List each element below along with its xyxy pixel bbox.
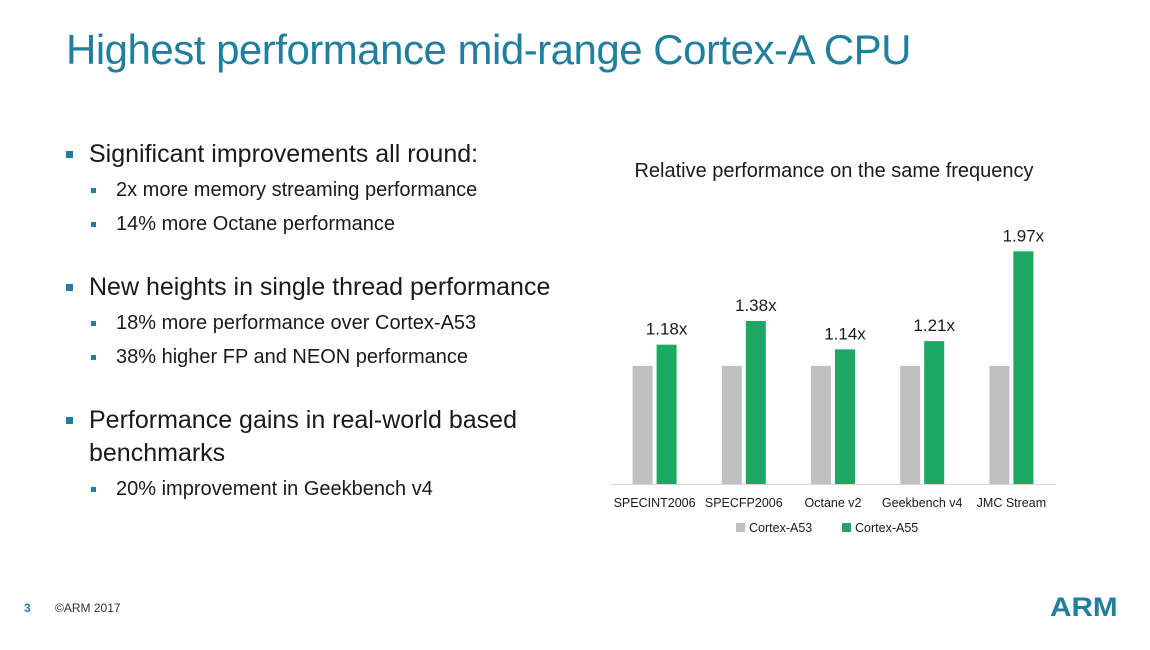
page-number: 3 xyxy=(24,601,31,615)
x-tick-label: Geekbench v4 xyxy=(882,496,963,510)
bar-chart: 1.18x SPECINT2006 1.38x SPECFP2006 1.14x Octa… xyxy=(610,226,1056,535)
data-label: 1.14x xyxy=(824,324,866,343)
bullet-text: Performance gains in real-world based be… xyxy=(89,406,517,467)
square-bullet-icon xyxy=(91,321,96,326)
sub-bullet-list: 2x more memory streaming performance 14%… xyxy=(89,173,604,241)
bar-cortex-a53-1 xyxy=(632,365,653,484)
chart-title: Relative performance on the same frequen… xyxy=(634,160,1034,182)
bullet-list: Significant improvements all round: 2x m… xyxy=(64,138,604,506)
copyright-text: ©ARM 2017 xyxy=(55,601,121,615)
sub-bullet-text: 38% higher FP and NEON performance xyxy=(116,346,469,368)
bar-cortex-a55-5 xyxy=(1013,251,1034,484)
bullet-real-world: Performance gains in real-world based be… xyxy=(64,404,604,506)
bar-cortex-a53-4 xyxy=(900,365,921,484)
legend-swatch xyxy=(736,523,745,532)
bar-cortex-a55-2 xyxy=(745,321,766,484)
bar-cortex-a55-3 xyxy=(835,349,855,484)
bar-cortex-a55-1 xyxy=(656,344,677,484)
bullet-text: New heights in single thread performance xyxy=(89,273,551,301)
square-bullet-icon xyxy=(91,222,96,227)
sub-bullet: 18% more performance over Cortex-A53 xyxy=(89,306,604,340)
sub-bullet-list: 18% more performance over Cortex-A53 38%… xyxy=(89,306,604,374)
square-bullet-icon xyxy=(91,188,96,193)
x-tick-label: SPECINT2006 xyxy=(614,496,696,510)
data-label: 1.18x xyxy=(646,320,688,339)
sub-bullet: 38% higher FP and NEON performance xyxy=(89,340,604,374)
data-label: 1.97x xyxy=(1003,226,1045,245)
sub-bullet-text: 20% improvement in Geekbench v4 xyxy=(116,478,433,500)
square-bullet-icon xyxy=(91,355,96,360)
bullet-single-thread: New heights in single thread performance… xyxy=(64,271,604,374)
bar-cortex-a53-5 xyxy=(989,365,1010,484)
sub-bullet-text: 2x more memory streaming performance xyxy=(116,179,478,201)
arm-logo: ARM xyxy=(1050,592,1118,622)
data-label: 1.38x xyxy=(735,296,777,315)
x-tick-label: SPECFP2006 xyxy=(705,496,783,510)
sub-bullet-text: 14% more Octane performance xyxy=(116,213,396,235)
square-bullet-icon xyxy=(66,151,73,158)
sub-bullet: 2x more memory streaming performance xyxy=(89,173,604,207)
square-bullet-icon xyxy=(66,284,73,291)
sub-bullet-list: 20% improvement in Geekbench v4 xyxy=(89,472,604,506)
sub-bullet-text: 18% more performance over Cortex-A53 xyxy=(116,312,477,334)
sub-bullet: 20% improvement in Geekbench v4 xyxy=(89,472,604,506)
legend-label: Cortex-A53 xyxy=(749,521,812,535)
bar-cortex-a53-3 xyxy=(811,365,831,484)
bar-cortex-a55-4 xyxy=(924,341,945,484)
square-bullet-icon xyxy=(66,417,73,424)
data-label: 1.21x xyxy=(913,316,955,335)
bar-cortex-a53-2 xyxy=(721,365,742,484)
square-bullet-icon xyxy=(91,487,96,492)
legend-swatch xyxy=(842,523,851,532)
bullet-improvements: Significant improvements all round: 2x m… xyxy=(64,138,604,241)
x-tick-label: Octane v2 xyxy=(805,496,862,510)
bullet-text: Significant improvements all round: xyxy=(89,140,479,168)
legend-label: Cortex-A55 xyxy=(855,521,918,535)
x-tick-label: JMC Stream xyxy=(977,496,1046,510)
sub-bullet: 14% more Octane performance xyxy=(89,207,604,241)
slide-title: Highest performance mid-range Cortex-A C… xyxy=(66,26,912,73)
